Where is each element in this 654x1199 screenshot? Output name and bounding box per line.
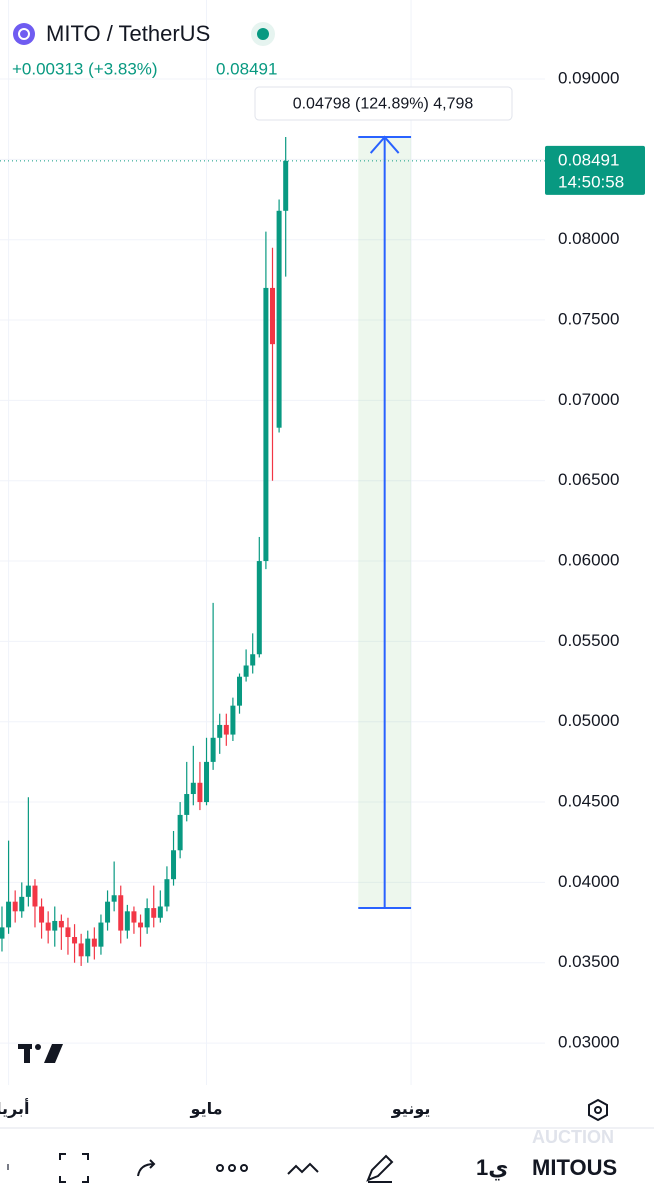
candle-body <box>45 922 51 931</box>
candle-body <box>263 287 269 562</box>
y-tick-label: 0.06000 <box>558 551 619 570</box>
settings-icon[interactable] <box>588 1098 608 1122</box>
indicators-icon[interactable] <box>287 1162 319 1175</box>
candle-body <box>91 938 97 947</box>
candle-body <box>32 885 38 907</box>
symbol[interactable]: MITOUS <box>532 1155 617 1180</box>
y-tick-label: 0.07500 <box>558 310 619 329</box>
candle-body <box>270 287 275 345</box>
y-tick-label: 0.04500 <box>558 792 619 811</box>
draw-icon[interactable] <box>366 1154 394 1183</box>
candle-body <box>243 665 249 677</box>
candle-body <box>111 895 117 902</box>
candle-body <box>283 160 289 211</box>
measure-tooltip <box>254 86 513 121</box>
candle-body <box>78 943 84 957</box>
change: +0.00313 (+3.83%) <box>12 59 158 78</box>
candle-body <box>131 911 137 923</box>
candle-body <box>237 676 243 706</box>
more-icon[interactable] <box>228 1164 236 1172</box>
candle-body <box>217 724 223 738</box>
y-tick-label: 0.06500 <box>558 470 619 489</box>
candle-body <box>6 901 12 928</box>
candle-body <box>230 705 236 735</box>
x-tick-label: مايو <box>190 1101 223 1118</box>
y-tick-label: 0.05500 <box>558 631 619 650</box>
measure-label: 0.04798 (124.89%) 4,798 <box>293 95 474 112</box>
candle-body <box>144 908 150 928</box>
candle-body <box>72 937 78 944</box>
y-tick-label: 0.03000 <box>558 1033 619 1052</box>
candle-body <box>65 927 71 938</box>
y-tick-label: 0.04000 <box>558 872 619 891</box>
candle-body <box>177 814 183 851</box>
chart-title: MITO / TetherUS <box>46 21 210 46</box>
y-tick-label: 0.09000 <box>558 69 619 88</box>
coin-icon-ring <box>18 28 30 40</box>
tv-logo <box>18 1044 63 1063</box>
candle-body <box>124 911 130 931</box>
fullscreen-icon[interactable] <box>59 1153 89 1183</box>
coin-icon <box>13 23 35 45</box>
status-dot <box>257 28 269 40</box>
candle-body <box>197 782 203 803</box>
more-icon[interactable] <box>240 1164 248 1172</box>
candle-body <box>164 879 170 907</box>
candle-body <box>256 561 262 655</box>
candle-body <box>210 737 216 762</box>
interval[interactable]: 1ي <box>476 1155 508 1181</box>
marks: 0.04798 (124.89%) 4,798 <box>0 86 545 966</box>
candle-body <box>12 901 18 912</box>
y-tick-label: 0.05000 <box>558 711 619 730</box>
candle-body <box>85 938 91 957</box>
candle-body <box>151 908 157 918</box>
y-tick-label: 0.08000 <box>558 229 619 248</box>
candle-body <box>184 794 190 815</box>
candle-body <box>223 724 229 735</box>
candle-body <box>157 906 163 918</box>
x-tick-label: يونيو <box>391 1101 431 1118</box>
grid <box>0 0 545 1085</box>
candle-body <box>276 210 282 428</box>
candle-body <box>39 906 45 923</box>
x-tick-label: أبريل <box>0 1098 29 1118</box>
candle-body <box>105 901 111 923</box>
candle-body <box>58 920 64 928</box>
settings-icon-core <box>594 1106 602 1114</box>
price-label-box <box>545 145 645 195</box>
candle-body <box>98 922 104 947</box>
candle-body <box>171 850 177 880</box>
price-label: 0.08491 <box>558 150 619 169</box>
watermark: AUCTION <box>532 1127 614 1147</box>
measure-arrow <box>369 135 400 154</box>
y-tick-label: 0.07000 <box>558 390 619 409</box>
toolbar-icons <box>7 1153 394 1183</box>
more-icon[interactable] <box>216 1164 224 1172</box>
candle-body <box>190 782 196 795</box>
countdown: 14:50:58 <box>558 172 624 191</box>
candle-body <box>118 895 124 931</box>
candle-body <box>19 896 25 912</box>
header-price: 0.08491 <box>216 59 277 78</box>
redo-icon[interactable] <box>137 1159 156 1177</box>
candle-body <box>0 927 5 939</box>
candle-body <box>25 885 31 897</box>
candle-body <box>52 920 58 931</box>
candle-body <box>204 761 210 803</box>
candle-body <box>250 654 256 666</box>
y-tick-label: 0.03500 <box>558 952 619 971</box>
candle-body <box>138 922 144 928</box>
